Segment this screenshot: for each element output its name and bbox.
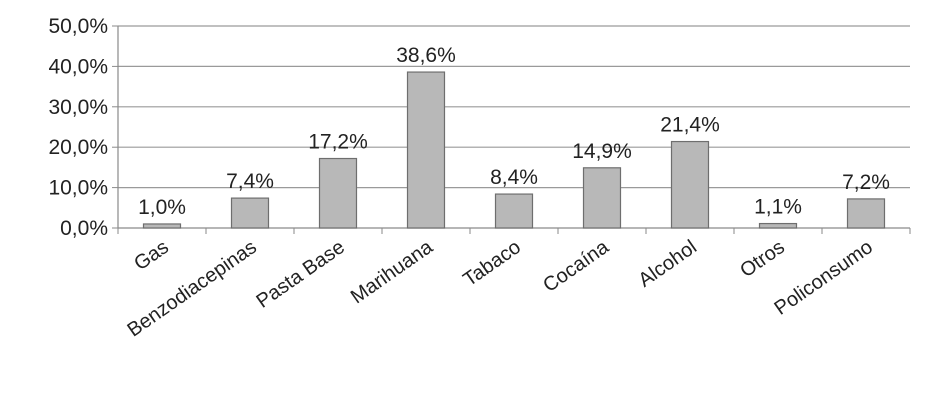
bars — [142, 71, 886, 229]
data-label: 17,2% — [308, 131, 368, 154]
y-tick-label: 0,0% — [60, 217, 108, 240]
bar-gas — [142, 223, 182, 229]
data-label: 14,9% — [572, 140, 632, 163]
data-label: 7,2% — [842, 171, 890, 194]
y-tick-label: 50,0% — [48, 15, 108, 38]
data-label: 1,1% — [754, 196, 802, 219]
bar-benzodiacepinas — [230, 197, 270, 229]
x-tick-label: Otros — [736, 236, 789, 282]
data-label: 21,4% — [660, 114, 720, 137]
bar-otros — [758, 222, 798, 229]
y-tick-label: 20,0% — [48, 136, 108, 159]
y-tick-label: 10,0% — [48, 177, 108, 200]
bar-tabaco — [494, 193, 534, 229]
x-tick-label: Gas — [130, 236, 173, 275]
bar-pasta-base — [318, 157, 358, 229]
data-label: 7,4% — [226, 170, 274, 193]
bar-alcohol — [670, 140, 710, 229]
gridlines — [118, 25, 910, 189]
bar-coca-na — [582, 167, 622, 229]
y-tick-labels: 0,0% 10,0% 20,0% 30,0% 40,0% 50,0% — [48, 15, 108, 240]
x-tick-label: Pasta Base — [252, 236, 348, 313]
bar-policonsumo — [846, 198, 886, 229]
y-tick-label: 30,0% — [48, 96, 108, 119]
x-tick-label: Policonsumo — [770, 236, 876, 320]
x-tick-label: Marihuana — [347, 236, 438, 309]
data-label: 1,0% — [138, 196, 186, 219]
x-tick-label: Alcohol — [635, 236, 701, 292]
data-labels: 1,0% 7,4% 17,2% 38,6% 8,4% 14,9% 21,4% 1,1% 7,2% — [138, 44, 890, 219]
data-label: 38,6% — [396, 44, 456, 67]
bar-marihuana — [406, 71, 446, 229]
data-label: 8,4% — [490, 166, 538, 189]
x-tick-label: Tabaco — [459, 236, 524, 291]
x-tick-label: Cocaína — [539, 236, 613, 297]
y-tick-label: 40,0% — [48, 55, 108, 78]
